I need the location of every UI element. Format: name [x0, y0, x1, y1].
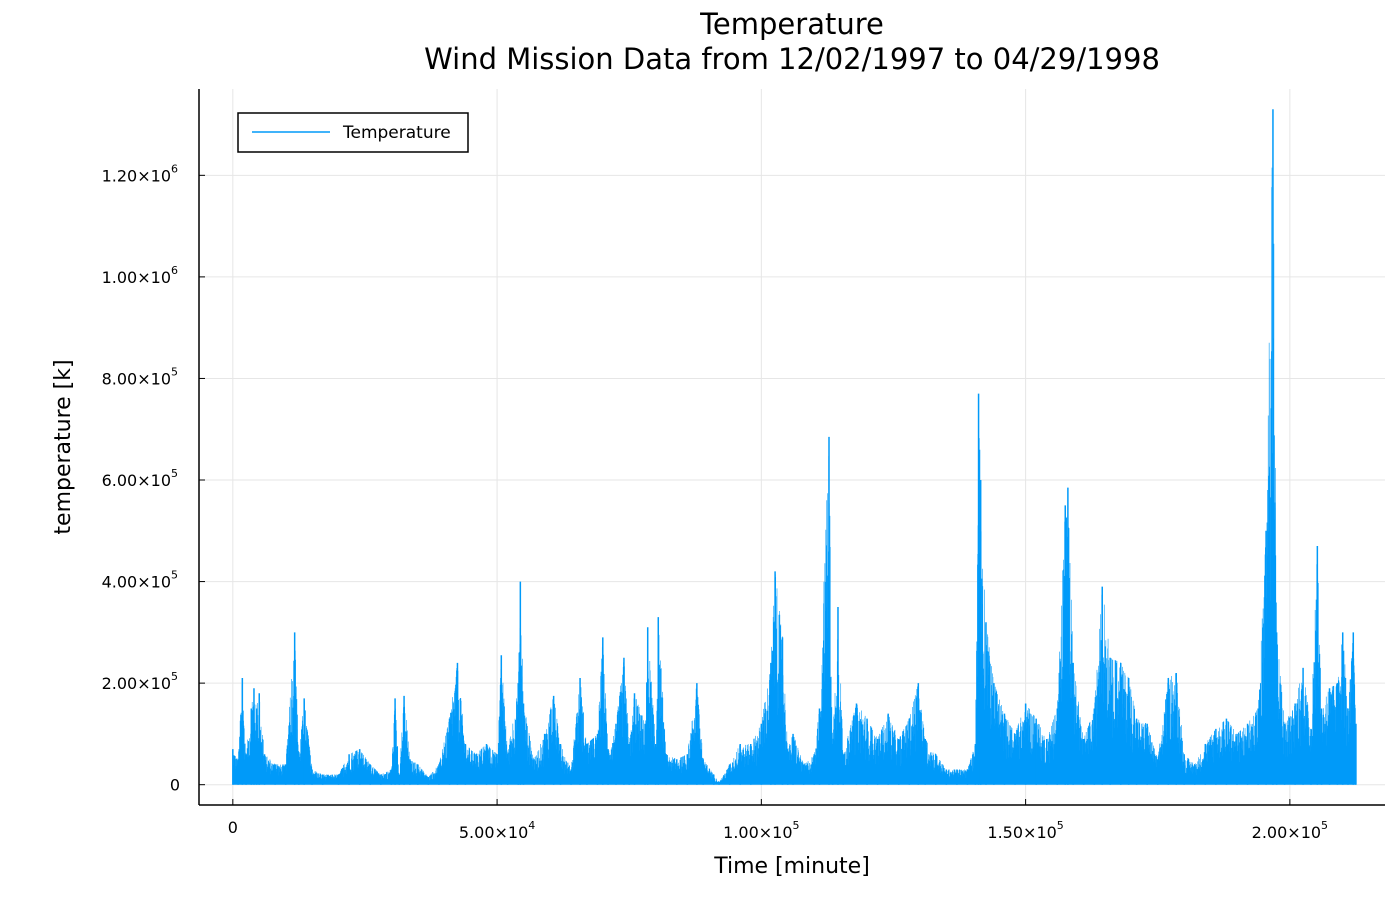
chart-subtitle: Wind Mission Data from 12/02/1997 to 04/… — [424, 42, 1160, 76]
y-axis-label: temperature [k] — [51, 359, 76, 534]
chart-title: Temperature — [699, 7, 884, 41]
series-peaks-temperature — [232, 109, 1357, 785]
y-tick-label: 6.00×105 — [102, 467, 178, 490]
x-axis-label: Time [minute] — [713, 854, 870, 879]
y-tick-label: 2.00×105 — [102, 670, 178, 693]
x-tick-label: 0 — [228, 818, 238, 837]
series-temperature — [232, 109, 1357, 785]
y-tick-label: 1.00×106 — [102, 264, 178, 287]
y-tick-labels: 0 2.00×105 4.00×105 6.00×105 8.00×105 1.00×10… — [102, 162, 205, 795]
legend: Temperature — [237, 112, 469, 153]
x-tick-label: 5.00×104 — [459, 819, 535, 842]
x-tick-label: 1.50×105 — [987, 819, 1063, 842]
series-line-temperature — [232, 167, 1357, 785]
y-tick-label: 0 — [170, 776, 180, 795]
x-tick-label: 1.00×105 — [723, 819, 799, 842]
grid-lines — [199, 89, 1385, 805]
x-tick-labels: 0 5.00×104 1.00×105 1.50×105 2.00×105 — [228, 799, 1328, 842]
y-tick-label: 1.20×106 — [102, 162, 178, 185]
y-tick-label: 8.00×105 — [102, 365, 178, 388]
y-tick-label: 4.00×105 — [102, 569, 178, 592]
legend-label-temperature: Temperature — [342, 123, 451, 143]
x-tick-label: 2.00×105 — [1252, 819, 1328, 842]
